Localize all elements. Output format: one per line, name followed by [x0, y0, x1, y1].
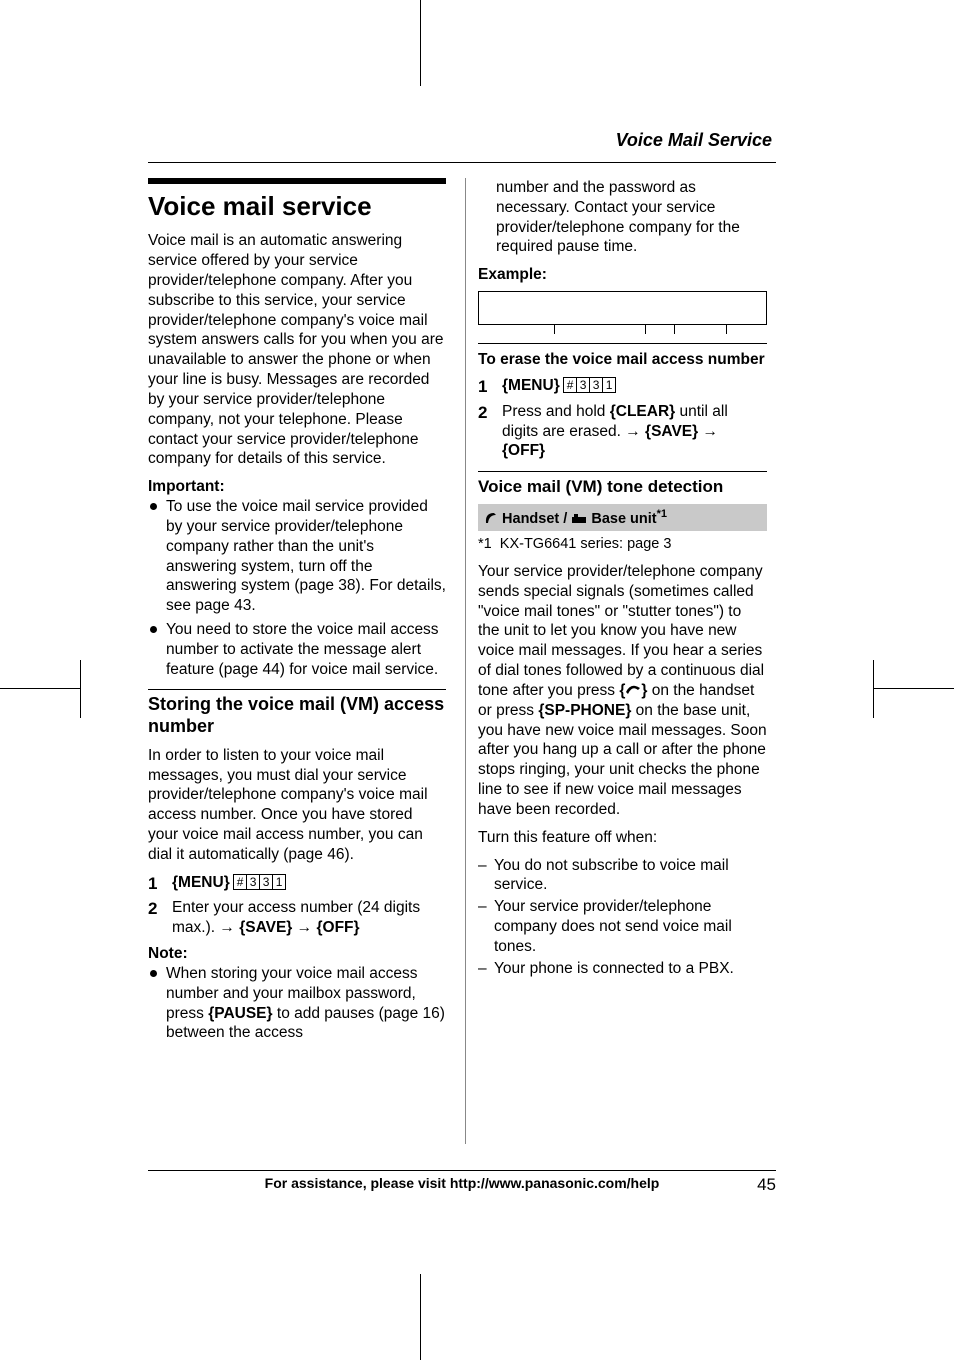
handset-label: Handset / [498, 511, 571, 527]
footnote-text: KX-TG6641 series: page 3 [500, 536, 672, 552]
important-list: To use the voice mail service provided b… [148, 497, 446, 679]
off-key: OFF [508, 442, 539, 459]
page-footer: For assistance, please visit http://www.… [148, 1170, 776, 1195]
key-digit: 3 [576, 377, 590, 393]
turn-off-item: Your service provider/telephone company … [478, 897, 767, 956]
page-content: Voice Mail Service Voice mail service Vo… [148, 130, 776, 1195]
diagram-tick [554, 324, 555, 334]
footnote-marker: *1 [657, 508, 667, 520]
note-label: Note: [148, 944, 446, 964]
storing-body: In order to listen to your voice mail me… [148, 746, 446, 865]
vm-tone-text-1: Your service provider/telephone company … [478, 563, 764, 699]
turn-off-label: Turn this feature off when: [478, 828, 767, 848]
important-item: To use the voice mail service provided b… [148, 497, 446, 616]
page-title: Voice mail service [148, 190, 446, 223]
continuation-text: number and the password as necessary. Co… [478, 178, 767, 257]
divider [478, 343, 767, 344]
diagram-tick [645, 324, 646, 334]
key-digit: 1 [602, 377, 616, 393]
vm-tone-body: Your service provider/telephone company … [478, 562, 767, 820]
erase-step-1: {MENU} #331 [478, 376, 767, 396]
crop-mark-left-v [80, 660, 81, 718]
off-key: OFF [323, 919, 354, 936]
example-label: Example: [478, 265, 767, 285]
note-list: When storing your voice mail access numb… [148, 964, 446, 1043]
erase-step-2: Press and hold {CLEAR} until all digits … [478, 402, 767, 461]
arrow-icon: → [297, 919, 313, 936]
bracket: } [554, 377, 560, 394]
page-number: 45 [736, 1175, 776, 1195]
bracket: } [539, 442, 545, 459]
talk-icon [625, 684, 641, 696]
footnote-line: *1 KX-TG6641 series: page 3 [478, 535, 767, 554]
key-digit: # [563, 377, 577, 393]
important-item: You need to store the voice mail access … [148, 620, 446, 679]
title-bar [148, 178, 446, 184]
bracket: } [354, 919, 360, 936]
base-label: Base unit [587, 511, 656, 527]
erase-title: To erase the voice mail access number [478, 350, 767, 370]
two-column-layout: Voice mail service Voice mail is an auto… [148, 178, 776, 1144]
erase-text-a: Press and hold [502, 403, 610, 420]
storing-steps: {MENU} #331 Enter your access number (24… [148, 873, 446, 938]
right-column: number and the password as necessary. Co… [465, 178, 767, 1144]
arrow-icon: → [219, 919, 235, 936]
arrow-icon: → [625, 423, 641, 440]
section-rule [148, 689, 446, 690]
crop-mark-right-h [874, 688, 954, 689]
diagram-tick [726, 324, 727, 334]
footnote-marker-inline: *1 [478, 536, 492, 552]
running-header: Voice Mail Service [476, 130, 776, 151]
storing-title: Storing the voice mail (VM) access numbe… [148, 694, 446, 737]
left-column: Voice mail service Voice mail is an auto… [148, 178, 450, 1144]
vm-tone-title: Voice mail (VM) tone detection [478, 476, 767, 498]
save-key: SAVE [245, 919, 286, 936]
save-key: SAVE [651, 423, 692, 440]
clear-key: CLEAR [616, 403, 669, 420]
important-label: Important: [148, 477, 446, 497]
base-unit-icon [571, 513, 587, 525]
bracket: } [692, 423, 698, 440]
handset-icon [484, 511, 498, 525]
crop-mark-bottom [420, 1274, 421, 1360]
key-digit: # [233, 874, 247, 890]
crop-mark-right-v [873, 660, 874, 718]
menu-key: MENU [178, 874, 224, 891]
section-header: Voice Mail Service [476, 130, 776, 151]
diagram-tick [674, 324, 675, 334]
key-digit: 1 [272, 874, 286, 890]
sp-phone-key: SP-PHONE [544, 702, 625, 719]
step-2: Enter your access number (24 digits max.… [148, 898, 446, 938]
header-rule [148, 162, 776, 163]
crop-mark-top [420, 0, 421, 86]
intro-paragraph: Voice mail is an automatic answering ser… [148, 231, 446, 469]
footer-text: For assistance, please visit http://www.… [188, 1175, 736, 1195]
turn-off-list: You do not subscribe to voice mail servi… [478, 856, 767, 979]
key-digit: 3 [259, 874, 273, 890]
example-diagram [478, 291, 767, 325]
pause-key: PAUSE [214, 1005, 266, 1022]
note-item: When storing your voice mail access numb… [148, 964, 446, 1043]
crop-mark-left-h [0, 688, 80, 689]
key-digit: 3 [246, 874, 260, 890]
footer-spacer [148, 1175, 188, 1195]
menu-key: MENU [508, 377, 554, 394]
step-1: {MENU} #331 [148, 873, 446, 893]
section-rule [478, 471, 767, 472]
key-digit: 3 [589, 377, 603, 393]
turn-off-item: Your phone is connected to a PBX. [478, 959, 767, 979]
bracket: } [286, 919, 292, 936]
turn-off-item: You do not subscribe to voice mail servi… [478, 856, 767, 896]
erase-steps: {MENU} #331 Press and hold {CLEAR} until… [478, 376, 767, 461]
device-bar: Handset / Base unit*1 [478, 504, 767, 531]
bracket: } [224, 874, 230, 891]
vm-tone-text-3: on the base unit, you have new voice mai… [478, 702, 767, 818]
arrow-icon: → [703, 423, 719, 440]
